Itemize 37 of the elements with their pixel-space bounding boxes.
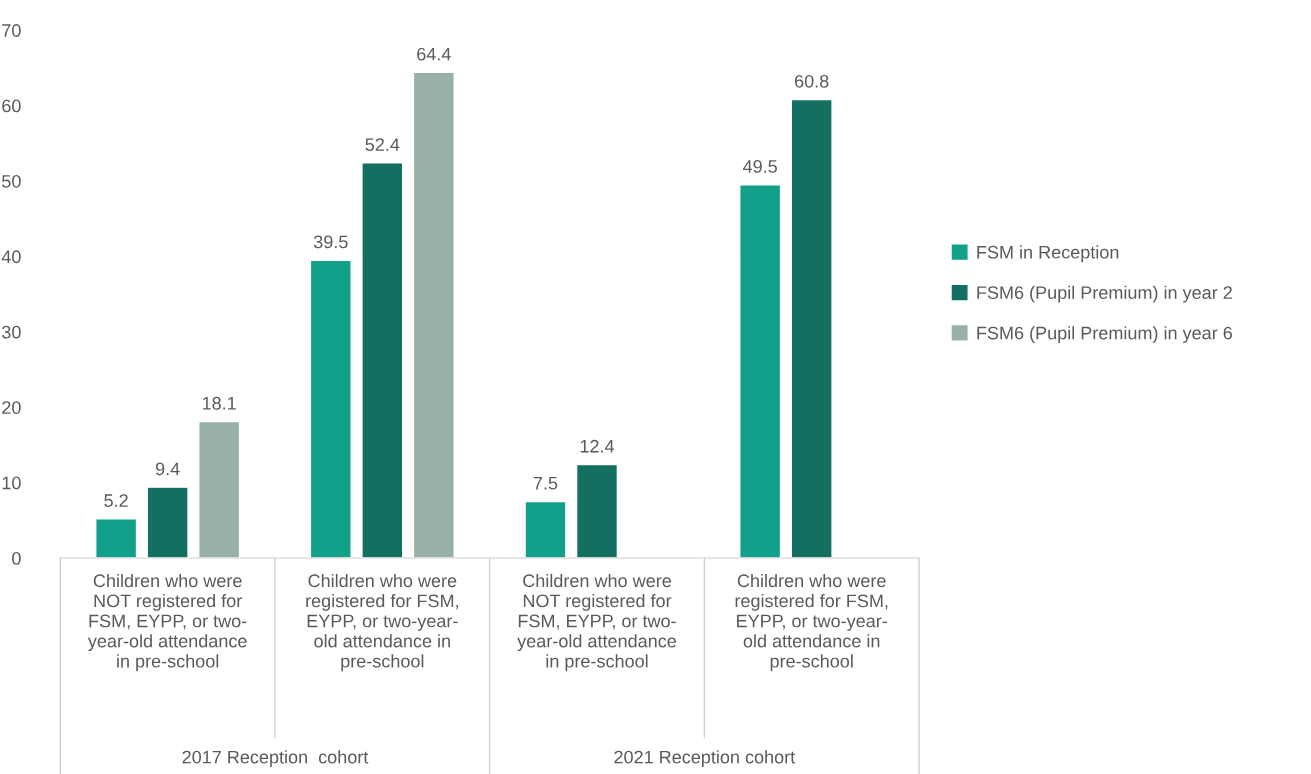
bar — [361, 162, 404, 559]
bar — [309, 259, 352, 559]
x-tick-label: Children who were NOT registered for FSM, EYPP, or two- year-old attendance in pre-school — [517, 573, 676, 672]
legend-label: FSM in Reception — [977, 245, 1119, 263]
data-label: 39.5 — [313, 235, 348, 249]
bar — [412, 71, 455, 559]
bar — [790, 98, 833, 559]
legend-label: FSM6 (Pupil Premium) in year 6 — [977, 326, 1232, 343]
bar — [524, 500, 567, 559]
y-tick-label: 60 — [2, 99, 21, 113]
data-label: 60.8 — [795, 74, 829, 88]
data-label: 5.2 — [104, 494, 128, 507]
y-tick-label: 0 — [12, 551, 21, 565]
bar — [575, 463, 619, 559]
data-label: 9.4 — [155, 462, 180, 476]
bar — [146, 486, 189, 559]
x-tick-label: Children who were NOT registered for FSM, EYPP, or two- year-old attendance in pre-school — [87, 573, 247, 672]
text: 2021 Reception cohort — [614, 750, 796, 768]
data-label: 49.5 — [743, 160, 777, 173]
y-tick-label: 40 — [1, 250, 21, 264]
text: 2017 Reception cohort — [182, 750, 369, 768]
y-tick-label: 20 — [2, 401, 21, 414]
data-label: 18.1 — [202, 396, 236, 410]
y-tick-label: 50 — [2, 174, 21, 188]
legend-label: FSM6 (Pupil Premium) in year 2 — [977, 285, 1232, 303]
y-tick-label: 70 — [2, 24, 21, 37]
data-label: 64.4 — [417, 47, 451, 61]
data-label: 12.4 — [580, 439, 615, 453]
x-tick-label: Children who were registered for FSM, EYPP, or two-year- old attendance in pre-school — [306, 573, 458, 672]
data-label: 7.5 — [533, 477, 558, 490]
x-tick-label: Children who were registered for FSM, EYPP, or two-year- old attendance in pre-school — [735, 573, 888, 672]
bar — [95, 518, 138, 559]
y-tick-label: 30 — [2, 325, 21, 339]
bar — [198, 420, 241, 559]
data-label: 52.4 — [365, 138, 400, 151]
y-tick-label: 10 — [2, 476, 21, 490]
bar — [739, 184, 782, 559]
